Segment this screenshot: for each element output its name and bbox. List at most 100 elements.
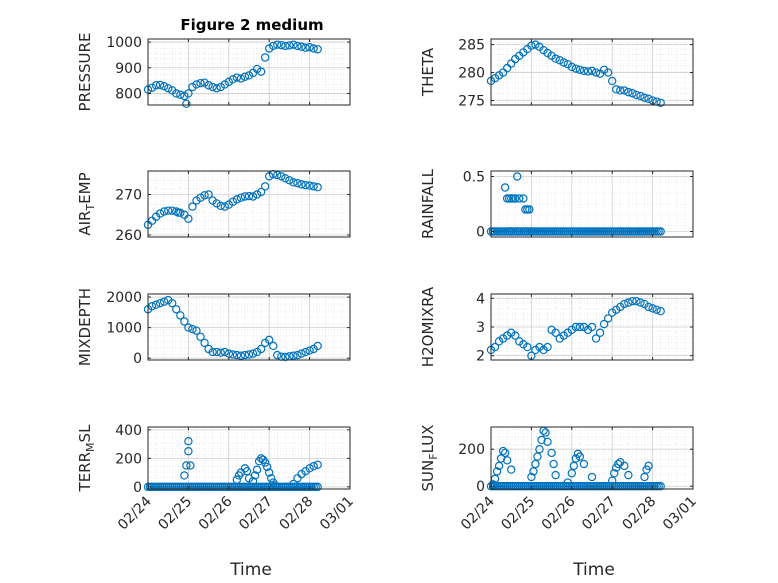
- data-point: [535, 445, 544, 454]
- data-point: [228, 350, 238, 359]
- data-point: [620, 461, 629, 471]
- data-point: [656, 307, 665, 316]
- data-point: [184, 323, 193, 332]
- data-point: [260, 458, 270, 467]
- data-point: [511, 194, 520, 203]
- y-axis-label: TERRMSL: [76, 424, 97, 493]
- data-point: [196, 332, 205, 341]
- data-point: [502, 456, 512, 465]
- data-point: [567, 469, 577, 478]
- data-point: [269, 41, 278, 51]
- data-point: [616, 86, 625, 95]
- data-point: [155, 209, 165, 218]
- data-point: [632, 296, 641, 306]
- data-point: [216, 201, 225, 211]
- data-point: [269, 341, 278, 351]
- data-point: [200, 191, 209, 200]
- data-point: [289, 40, 298, 49]
- data-point: [628, 296, 637, 306]
- y-axis-label-part: TERR: [76, 452, 94, 493]
- data-point: [232, 350, 242, 360]
- data-point: [212, 347, 221, 357]
- data-point: [252, 190, 262, 199]
- figure-title: Figure 2 medium: [180, 16, 323, 34]
- data-point: [569, 461, 579, 471]
- data-point: [313, 182, 322, 192]
- data-point: [543, 342, 552, 352]
- data-point: [313, 482, 322, 492]
- data-point: [640, 472, 649, 482]
- data-point: [519, 194, 528, 203]
- data-point: [301, 180, 310, 190]
- data-point: [293, 178, 302, 188]
- data-point: [488, 480, 498, 489]
- data-point: [180, 471, 189, 480]
- y-axis-label-part: SL: [76, 424, 94, 443]
- y-axis-label-subscript: T: [84, 204, 97, 212]
- data-point: [172, 89, 181, 98]
- data-point: [644, 302, 653, 312]
- data-point: [305, 464, 314, 473]
- data-point: [500, 183, 510, 192]
- data-point: [151, 300, 161, 309]
- data-point: [267, 474, 276, 483]
- data-point: [603, 314, 613, 323]
- data-point: [293, 41, 302, 51]
- y-axis-label: MIXDEPTH: [76, 288, 94, 366]
- data-point: [614, 459, 623, 469]
- axes-box: [147, 293, 351, 361]
- y-axis-label-part: RAINFALL: [419, 168, 437, 239]
- data-point: [620, 299, 629, 309]
- data-point: [551, 328, 560, 337]
- data-point: [523, 342, 532, 352]
- subplots: 800 900 1000 PRESSURE 275 280 285 THETA 260 270 AI…: [76, 33, 700, 534]
- data-point: [498, 446, 508, 456]
- data-point: [172, 207, 181, 216]
- data-point: [297, 349, 306, 358]
- data-point: [196, 193, 205, 202]
- panel-h2omixra: 2 3 4 H2OMIXRA: [419, 286, 694, 367]
- y-tick-label: 900: [115, 61, 142, 77]
- y-axis-label: SUNFLUX: [419, 425, 440, 492]
- y-tick-label: 0: [476, 479, 485, 495]
- data-point: [587, 472, 597, 482]
- data-point: [277, 172, 286, 181]
- y-axis-label-part: LUX: [419, 425, 437, 454]
- axes-box: [490, 426, 694, 490]
- data-point: [256, 67, 266, 76]
- y-axis-label-part: THETA: [419, 47, 437, 97]
- data-point: [184, 437, 193, 446]
- data-point: [513, 227, 522, 236]
- data-point: [309, 461, 318, 471]
- y-tick-label: 275: [458, 94, 485, 110]
- y-axis-label-part: SUN: [419, 460, 437, 492]
- data-point: [155, 80, 165, 90]
- y-tick-label: 1000: [106, 321, 142, 337]
- y-tick-label: 0: [133, 351, 142, 367]
- data-point: [248, 476, 258, 486]
- y-axis-label-subscript: M: [84, 442, 97, 452]
- data-point: [265, 335, 274, 345]
- data-point: [236, 74, 246, 83]
- data-point: [636, 298, 645, 307]
- y-tick-label: 0.5: [463, 170, 485, 186]
- y-tick-label: 0: [476, 225, 485, 241]
- data-point: [297, 42, 306, 51]
- data-point: [309, 182, 318, 191]
- data-point: [549, 459, 558, 469]
- y-axis-label-part: PRESSURE: [76, 33, 94, 112]
- data-point: [285, 176, 294, 185]
- data-point: [163, 206, 173, 215]
- data-point: [656, 482, 665, 491]
- y-axis-label-subscript: F: [427, 453, 440, 459]
- data-point: [240, 192, 250, 201]
- data-point: [591, 68, 601, 77]
- data-point: [236, 193, 246, 202]
- data-point: [496, 454, 506, 463]
- data-point: [168, 298, 177, 308]
- data-point: [507, 227, 516, 236]
- data-point: [587, 322, 597, 332]
- data-point: [248, 192, 258, 201]
- data-point: [591, 334, 601, 343]
